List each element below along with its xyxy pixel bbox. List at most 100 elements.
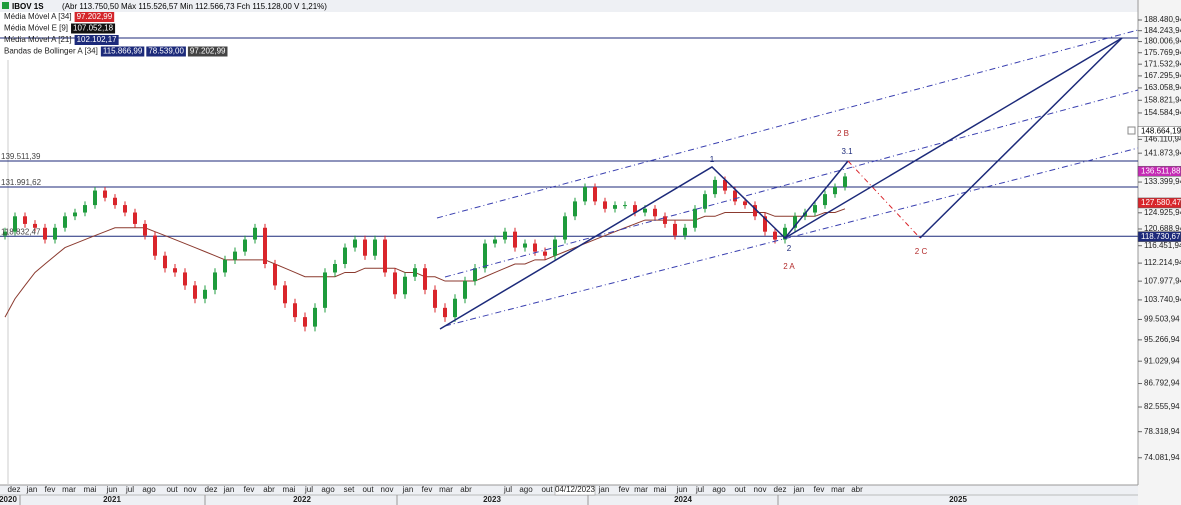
candle-body <box>693 208 697 228</box>
level-label: 131.991,62 <box>1 178 42 187</box>
x-tick-label: jun <box>106 485 118 494</box>
candle-body <box>763 216 767 232</box>
candle-body <box>173 268 177 273</box>
candle-body <box>603 201 607 209</box>
candle-body <box>183 272 187 286</box>
wave-line <box>439 160 849 330</box>
x-tick-label: mar <box>831 485 845 494</box>
candle-body <box>463 281 467 299</box>
candle-body <box>403 276 407 295</box>
x-tick-label: out <box>734 485 746 494</box>
x-tick-label: dez <box>8 485 21 494</box>
candle-body <box>203 289 207 299</box>
candle-body <box>483 243 487 269</box>
year-label: 2023 <box>483 495 501 504</box>
candle-body <box>793 216 797 228</box>
y-tick-label: 116.451,94 <box>1144 241 1181 250</box>
candle-body <box>673 223 677 236</box>
legend-name: Média Móvel A [21] <box>4 35 72 44</box>
candle-body <box>453 298 457 318</box>
y-tick-label: 74.081,94 <box>1144 453 1180 462</box>
candle-body <box>813 205 817 213</box>
x-tick-label: ago <box>712 485 726 494</box>
x-tick-label: dez <box>205 485 218 494</box>
candle-body <box>333 264 337 273</box>
price-flag-label: 136.511,88 <box>1141 166 1181 175</box>
candle-body <box>473 268 477 282</box>
x-tick-label: jan <box>598 485 610 494</box>
legend-value-box <box>71 23 116 34</box>
y-tick-label: 86.792,94 <box>1144 379 1180 388</box>
candle-body <box>523 243 527 248</box>
x-tick-label: fev <box>422 485 433 494</box>
y-tick-label: 163.058,94 <box>1144 83 1181 92</box>
year-label: 2021 <box>103 495 121 504</box>
x-tick-label: nov <box>184 485 197 494</box>
candle-body <box>13 216 17 232</box>
y-tick-label: 167.295,94 <box>1144 71 1181 80</box>
x-tick-label: jul <box>695 485 704 494</box>
legend-value-box <box>146 46 186 57</box>
y-tick-label: 154.584,94 <box>1144 108 1181 117</box>
legend-value: 78.539,00 <box>148 47 184 56</box>
legend-value: 97.202,99 <box>77 12 113 21</box>
candle-body <box>623 205 627 207</box>
x-tick-label: ago <box>321 485 335 494</box>
date-highlight <box>554 485 596 496</box>
x-tick-label: jan <box>402 485 414 494</box>
candle-body <box>443 307 447 318</box>
candle-body <box>153 235 157 256</box>
legend-value-box <box>100 46 145 57</box>
y-tick-label: 188.480,94 <box>1144 15 1181 24</box>
drawings <box>436 29 1139 330</box>
candle-body <box>163 255 167 269</box>
wave-label: 1 <box>710 155 715 164</box>
candle-body <box>23 216 27 224</box>
candle-body <box>73 212 77 217</box>
candle-body <box>133 212 137 224</box>
x-tick-label: abr <box>460 485 472 494</box>
y-tick-label: 120.688,94 <box>1144 224 1181 233</box>
wave-label: 2 C <box>915 247 928 256</box>
candle-body <box>363 239 367 256</box>
candle-body <box>823 194 827 206</box>
crosshair-icon[interactable] <box>1127 126 1136 135</box>
y-tick-label: 95.266,94 <box>1144 335 1180 344</box>
candle-body <box>753 205 757 217</box>
candle-body <box>63 216 67 228</box>
candle-body <box>193 285 197 299</box>
x-tick-label: fev <box>619 485 630 494</box>
candle-body <box>313 307 317 327</box>
candle-body <box>703 194 707 209</box>
projection-line <box>847 160 921 239</box>
y-tick-label: 107.977,94 <box>1144 276 1181 285</box>
candle-body <box>303 317 307 327</box>
wave-label: 2 A <box>783 262 795 271</box>
y-tick-label: 124.925,94 <box>1144 208 1181 217</box>
x-tick-label: mai <box>654 485 667 494</box>
x-tick-label: nov <box>754 485 767 494</box>
candle-body <box>733 190 737 202</box>
y-tick-label: 146.110,94 <box>1144 134 1181 143</box>
y-tick-label: 112.214,94 <box>1144 258 1181 267</box>
candle-body <box>583 186 587 202</box>
candle-body <box>253 227 257 240</box>
y-tick-label: 175.769,94 <box>1144 48 1181 57</box>
candle-body <box>423 268 427 290</box>
symbol: IBOV 1S <box>12 2 44 11</box>
candle-body <box>643 208 647 213</box>
x-tick-label: mai <box>84 485 97 494</box>
candle-body <box>783 227 787 240</box>
y-tick-label: 184.243,94 <box>1144 26 1181 35</box>
x-tick-label: fev <box>244 485 255 494</box>
price-flag-label: 118.730,67 <box>1141 232 1181 241</box>
x-tick-label: jan <box>26 485 38 494</box>
level-label: 139.511,39 <box>1 152 41 161</box>
price-flag <box>1137 231 1181 242</box>
candle-body <box>113 197 117 206</box>
candle-body <box>233 251 237 260</box>
y-tick-label: 171.532,94 <box>1144 59 1181 68</box>
x-tick-label: mar <box>62 485 76 494</box>
candle-body <box>383 239 387 273</box>
